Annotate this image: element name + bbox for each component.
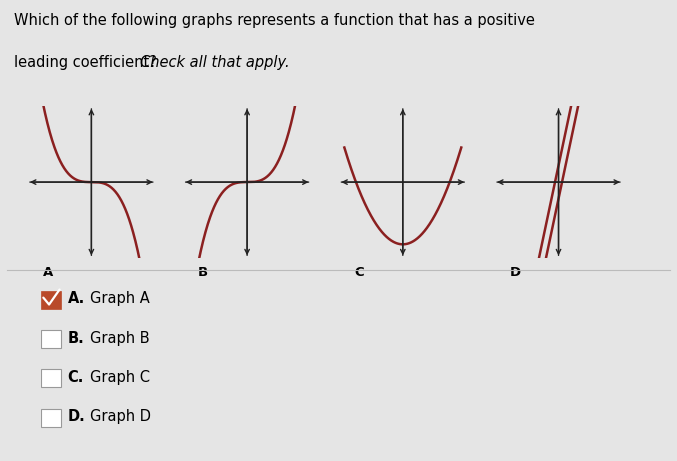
Text: Which of the following graphs represents a function that has a positive: Which of the following graphs represents… xyxy=(14,13,534,29)
Text: Graph D: Graph D xyxy=(90,409,151,424)
Text: D: D xyxy=(510,266,521,279)
Text: B: B xyxy=(198,266,209,279)
Text: C.: C. xyxy=(68,370,84,384)
Text: C: C xyxy=(354,266,364,279)
Text: A: A xyxy=(43,266,53,279)
Text: Check all that apply.: Check all that apply. xyxy=(140,55,290,70)
Text: Graph A: Graph A xyxy=(90,291,150,306)
Text: Graph C: Graph C xyxy=(90,370,150,384)
Text: Graph B: Graph B xyxy=(90,331,150,345)
Text: A.: A. xyxy=(68,291,85,306)
Bar xyxy=(41,408,61,426)
Text: leading coefficient?: leading coefficient? xyxy=(14,55,161,70)
Bar xyxy=(41,330,61,348)
Bar xyxy=(41,291,61,309)
Text: B.: B. xyxy=(68,331,85,345)
Text: D.: D. xyxy=(68,409,85,424)
Bar xyxy=(41,369,61,387)
